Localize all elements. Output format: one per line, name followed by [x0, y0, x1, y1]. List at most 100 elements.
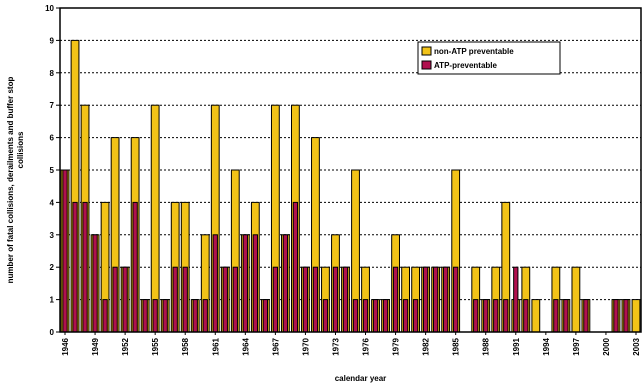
bar-atp-1980: [402, 299, 409, 333]
bar-atp-1978: [382, 299, 389, 333]
bar-non-atp-2003: [631, 299, 641, 333]
legend-box: [417, 41, 561, 75]
x-tick-label: 1973: [331, 337, 340, 355]
x-tick-label: 1967: [271, 337, 280, 355]
bar-atp-1983: [432, 266, 439, 333]
y-tick-label: 4: [50, 198, 55, 207]
bar-atp-1995: [553, 299, 559, 333]
bar-atp-1967: [272, 266, 279, 333]
bar-atp-1964: [242, 234, 248, 333]
y-tick-label: 6: [50, 134, 55, 143]
bar-atp-1946: [62, 169, 68, 333]
y-tick-label: 0: [50, 328, 55, 337]
bar-atp-1955: [152, 299, 158, 333]
bar-atp-1985: [453, 266, 459, 333]
y-tick-label: 3: [50, 231, 55, 240]
y-tick-label: 10: [45, 4, 54, 13]
bar-atp-1974: [342, 266, 349, 333]
legend-label-non-atp: non-ATP preventable: [434, 47, 514, 56]
bar-atp-1953: [132, 201, 138, 333]
bar-atp-1990: [503, 299, 509, 333]
bar-atp-1950: [102, 299, 108, 333]
x-tick-label: 1979: [392, 337, 401, 355]
bar-atp-1963: [232, 266, 238, 333]
x-tick-label: 1964: [241, 337, 250, 355]
bar-atp-1989: [493, 299, 499, 333]
bar-atp-1992: [523, 299, 529, 333]
x-tick-label: 1952: [121, 337, 130, 355]
y-axis-title: number of fatal collisions, derailments …: [6, 77, 25, 284]
bars: [60, 39, 641, 333]
legend-swatch-non-atp: [421, 46, 432, 56]
bar-atp-1984: [443, 266, 449, 333]
x-tick-label: 1991: [512, 337, 521, 355]
x-tick-label: 1994: [542, 337, 551, 355]
bar-atp-1959: [192, 299, 198, 333]
bar-non-atp-1997: [571, 266, 581, 333]
bar-atp-1977: [372, 299, 379, 333]
bar-atp-1979: [392, 266, 399, 333]
bar-atp-1972: [322, 299, 329, 333]
y-tick-label: 9: [50, 36, 55, 45]
y-tick-label: 1: [50, 296, 55, 305]
x-tick-label: 1961: [211, 337, 220, 355]
x-axis-title: calendar year: [335, 374, 387, 383]
bar-non-atp-1993: [531, 299, 541, 333]
bar-atp-1958: [182, 266, 188, 333]
y-axis-title-line2: collisions: [16, 131, 25, 168]
bar-atp-1966: [262, 299, 269, 333]
bar-atp-2001: [613, 299, 619, 333]
bar-atp-1976: [362, 299, 369, 333]
x-tick-label: 1946: [61, 337, 70, 355]
bar-atp-1973: [332, 266, 339, 333]
x-tick-label: 1985: [452, 337, 461, 355]
bar-atp-1996: [563, 299, 569, 333]
bar-atp-1991: [513, 266, 519, 333]
y-axis-ticks: 0 1 2 3 4 5 6 7 8 9 10: [45, 4, 60, 337]
x-tick-label: 1958: [181, 337, 190, 355]
x-tick-label: 1982: [422, 337, 431, 355]
bar-atp-1988: [483, 299, 489, 333]
bar-atp-1987: [473, 299, 479, 333]
bar-atp-1952: [122, 266, 128, 333]
x-tick-label: 2000: [602, 337, 611, 355]
x-tick-label: 2003: [632, 337, 641, 355]
x-tick-label: 1970: [301, 337, 310, 355]
bar-atp-1982: [422, 266, 429, 333]
bar-atp-1965: [252, 234, 258, 333]
y-tick-label: 7: [50, 101, 55, 110]
y-tick-label: 5: [50, 166, 55, 175]
bar-atp-1956: [162, 299, 168, 333]
bar-atp-1962: [222, 266, 228, 333]
gridlines: [60, 39, 641, 301]
bar-atp-1957: [172, 266, 178, 333]
legend-label-atp: ATP-preventable: [434, 61, 498, 70]
bar-atp-1948: [82, 201, 88, 333]
x-tick-label: 1955: [151, 337, 160, 355]
bar-atp-1998: [583, 299, 589, 333]
x-tick-label: 1988: [482, 337, 491, 355]
bar-atp-1970: [302, 266, 309, 333]
y-tick-label: 8: [50, 69, 55, 78]
bar-atp-1969: [292, 201, 299, 333]
x-axis-ticks: 1946 1949 1952 1955 1958 1961 1964 1967 1970 1973…: [61, 332, 641, 356]
bar-atp-1975: [352, 299, 359, 333]
y-axis-title-line1: number of fatal collisions, derailments …: [6, 77, 15, 284]
legend-swatch-atp: [421, 60, 432, 70]
bar-atp-1947: [72, 201, 78, 333]
bar-non-atp-1955: [150, 104, 160, 333]
bar-atp-1949: [92, 234, 98, 333]
x-tick-label: 1949: [91, 337, 100, 355]
bar-atp-1968: [282, 234, 289, 333]
bar-atp-2002: [623, 299, 629, 333]
bar-atp-1971: [312, 266, 319, 333]
legend: non-ATP preventable ATP-preventable: [417, 41, 561, 75]
y-tick-label: 2: [50, 263, 55, 272]
bar-atp-1981: [412, 299, 419, 333]
bar-atp-1961: [212, 234, 218, 333]
x-tick-label: 1997: [572, 337, 581, 355]
bar-atp-1954: [142, 299, 148, 333]
bar-atp-1951: [112, 266, 118, 333]
x-tick-label: 1976: [362, 337, 371, 355]
